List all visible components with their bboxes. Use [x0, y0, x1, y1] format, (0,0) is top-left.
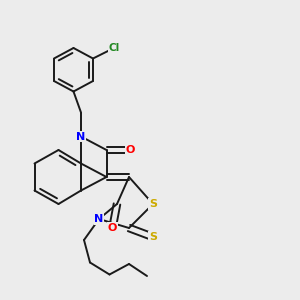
Text: Cl: Cl	[108, 43, 120, 53]
Text: O: O	[108, 223, 117, 233]
Text: O: O	[126, 145, 135, 155]
Text: N: N	[94, 214, 103, 224]
Text: S: S	[149, 199, 157, 209]
Text: N: N	[76, 131, 85, 142]
Text: S: S	[149, 232, 157, 242]
